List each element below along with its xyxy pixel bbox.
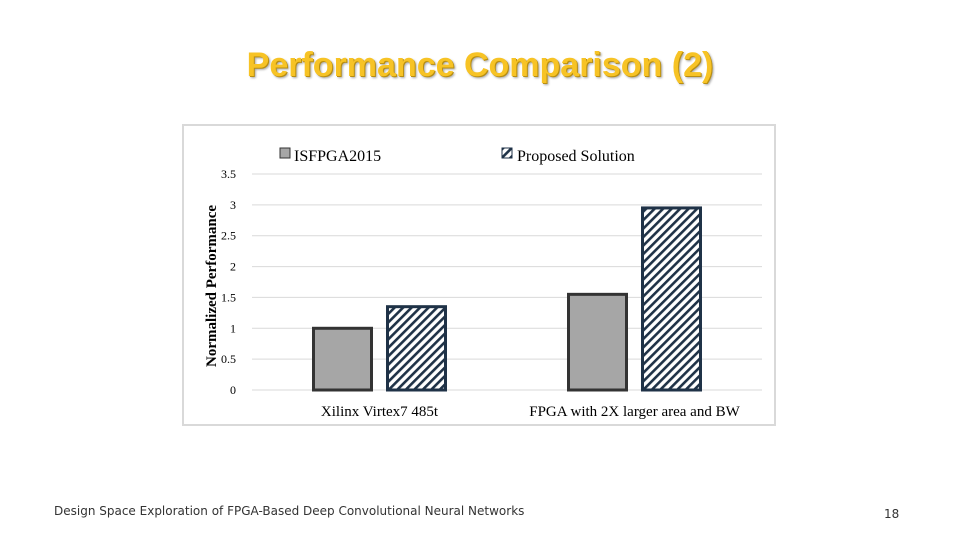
footer-text: Design Space Exploration of FPGA-Based D… <box>54 504 525 518</box>
page-number: 18 <box>884 507 900 521</box>
legend-swatch-isfpga2015 <box>279 147 291 159</box>
bar-proposed-solution <box>641 206 702 392</box>
y-axis-title: Normalized Performance <box>204 205 220 367</box>
y-tick-label: 3 <box>230 198 236 212</box>
bar-proposed-solution <box>386 305 447 392</box>
slide-title: Performance Comparison (2) <box>246 46 714 84</box>
y-tick-label: 3.5 <box>221 167 236 181</box>
x-category-label: FPGA with 2X larger area and BW <box>529 404 740 420</box>
y-tick-label: 2.5 <box>221 229 236 243</box>
y-tick-label: 2 <box>230 260 236 274</box>
legend-label-isfpga2015: ISFPGA2015 <box>294 148 381 165</box>
x-category-label: Xilinx Virtex7 485t <box>321 404 439 420</box>
legend-label-proposed-solution: Proposed Solution <box>517 148 635 165</box>
legend-swatch-proposed-solution <box>501 147 513 159</box>
bar-chart: ISFPGA2015 Proposed Solution Normalized … <box>204 147 762 420</box>
bar-isfpga2015 <box>312 326 373 392</box>
y-tick-label: 1.5 <box>221 290 236 304</box>
chart-frame: ISFPGA2015 Proposed Solution Normalized … <box>182 124 776 426</box>
bar-isfpga2015 <box>567 292 628 392</box>
y-tick-label: 0.5 <box>221 352 236 366</box>
y-tick-label: 1 <box>230 321 236 335</box>
y-tick-label: 0 <box>230 383 236 397</box>
